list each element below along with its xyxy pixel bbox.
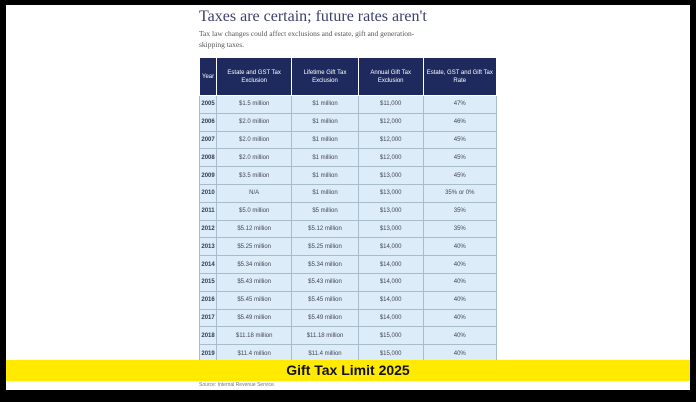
table-row: 2017 $5.49 million $5.49 million $14,000 40% (198, 308, 498, 328)
table-cell: 40% (422, 326, 498, 346)
table-cell: $13,000 (357, 166, 424, 185)
table-cell: $14,000 (357, 290, 424, 310)
table-row: 2019 $11.4 million $11.4 million $15,000 40% (198, 344, 498, 363)
table-cell: $14,000 (357, 272, 424, 292)
table-cell: $5.25 million (216, 237, 293, 257)
table-cell: 45% (422, 148, 498, 168)
table-row: 2018 $11.18 million $11.18 million $15,000 4… (198, 326, 498, 346)
table-cell: 2016 (198, 290, 218, 310)
table-cell: N/A (216, 183, 293, 203)
table-cell: 2008 (198, 148, 218, 168)
column-header: Year (198, 57, 218, 96)
table-cell: $5 million (291, 201, 359, 221)
table-cell: 40% (422, 237, 498, 257)
table-cell: $1 million (291, 95, 359, 114)
table-row: 2012 $5.12 million $5.12 million $13,000 35% (198, 219, 498, 239)
table-cell: $11.18 million (216, 326, 293, 346)
table-cell: 2007 (198, 130, 218, 150)
table-cell: 47% (422, 95, 498, 114)
table-cell: $12,000 (357, 130, 424, 150)
table-row: 2013 $5.25 million $5.25 million $14,000 40% (198, 237, 498, 257)
table-cell: 46% (422, 112, 498, 132)
column-header: Estate and GST Tax Exclusion (216, 57, 293, 96)
table-cell: $14,000 (357, 237, 424, 257)
table-cell: $5.34 million (216, 255, 293, 274)
table-cell: 2010 (198, 183, 218, 203)
table-cell: $2.0 million (216, 148, 293, 168)
table-cell: 40% (422, 272, 498, 292)
column-header: Lifetime Gift Tax Exclusion (291, 57, 359, 96)
table-row: 2006 $2.0 million $1 million $12,000 46% (198, 112, 498, 132)
banner: Gift Tax Limit 2025 (6, 360, 690, 381)
table-cell: $5.12 million (291, 219, 359, 239)
source-note: Source: Internal Revenue Service. (199, 382, 276, 388)
table-cell: $11.4 million (216, 344, 293, 363)
table-row: 2010 N/A $1 million $13,000 35% or 0% (198, 183, 498, 203)
table-cell: $5.25 million (291, 237, 359, 257)
table-cell: $5.43 million (216, 272, 293, 292)
table-cell: $1 million (291, 148, 359, 168)
table-cell: 40% (422, 255, 498, 274)
table-cell: 2017 (198, 308, 218, 328)
table-row: 2015 $5.43 million $5.43 million $14,000 40% (198, 272, 498, 292)
tax-table: Year Estate and GST Tax Exclusion Lifetime… (198, 57, 498, 363)
table-cell: 40% (422, 308, 498, 328)
table-cell: $3.5 million (216, 166, 293, 185)
table-cell: 2014 (198, 255, 218, 274)
table-cell: 45% (422, 130, 498, 150)
table-cell: $5.0 million (216, 201, 293, 221)
column-header: Estate, GST and Gift Tax Rate (422, 57, 498, 96)
table-cell: $5.45 million (216, 290, 293, 310)
table-cell: 2013 (198, 237, 218, 257)
table-cell: $14,000 (357, 255, 424, 274)
table-cell: $5.12 million (216, 219, 293, 239)
table-cell: 40% (422, 290, 498, 310)
table-cell: $13,000 (357, 183, 424, 203)
page-title: Taxes are certain; future rates aren't (199, 8, 427, 25)
table-cell: $1 million (291, 130, 359, 150)
table-cell: $1 million (291, 183, 359, 203)
table-cell: $13,000 (357, 219, 424, 239)
table-row: 2009 $3.5 million $1 million $13,000 45% (198, 166, 498, 185)
table-cell: $5.45 million (291, 290, 359, 310)
table-cell: $12,000 (357, 112, 424, 132)
table-cell: $5.43 million (291, 272, 359, 292)
table-cell: 2009 (198, 166, 218, 185)
column-header: Annual Gift Tax Exclusion (357, 57, 424, 96)
table-cell: $11.4 million (291, 344, 359, 363)
table-cell: $13,000 (357, 201, 424, 221)
table-cell: $14,000 (357, 308, 424, 328)
table-cell: 2018 (198, 326, 218, 346)
table-cell: $2.0 million (216, 112, 293, 132)
table-cell: $11.18 million (291, 326, 359, 346)
table-cell: $1 million (291, 166, 359, 185)
table-row: 2011 $5.0 million $5 million $13,000 35% (198, 201, 498, 221)
table-cell: 2011 (198, 201, 218, 221)
table-cell: 35% (422, 219, 498, 239)
table-cell: $5.34 million (291, 255, 359, 274)
table-cell: 40% (422, 344, 498, 363)
table-header-row: Year Estate and GST Tax Exclusion Lifetime… (198, 57, 498, 96)
subtitle: Tax law changes could affect exclusions … (199, 29, 415, 49)
table-row: 2016 $5.45 million $5.45 million $14,000 40% (198, 290, 498, 310)
table-cell: 35% or 0% (422, 183, 498, 203)
table-cell: 2015 (198, 272, 218, 292)
table-cell: $11,000 (357, 95, 424, 114)
table-cell: 35% (422, 201, 498, 221)
table-row: 2014 $5.34 million $5.34 million $14,000 40% (198, 255, 498, 274)
table-cell: $12,000 (357, 148, 424, 168)
table-cell: 2012 (198, 219, 218, 239)
table-cell: $5.49 million (291, 308, 359, 328)
table-row: 2008 $2.0 million $1 million $12,000 45% (198, 148, 498, 168)
table-cell: $5.49 million (216, 308, 293, 328)
table-cell: 2005 (198, 95, 218, 114)
table-cell: $1.5 million (216, 95, 293, 114)
table-cell: $1 million (291, 112, 359, 132)
table-cell: $2.0 million (216, 130, 293, 150)
table-cell: 45% (422, 166, 498, 185)
table-cell: $15,000 (357, 326, 424, 346)
table-cell: 2006 (198, 112, 218, 132)
table-row: 2005 $1.5 million $1 million $11,000 47% (198, 95, 498, 114)
table-row: 2007 $2.0 million $1 million $12,000 45% (198, 130, 498, 150)
